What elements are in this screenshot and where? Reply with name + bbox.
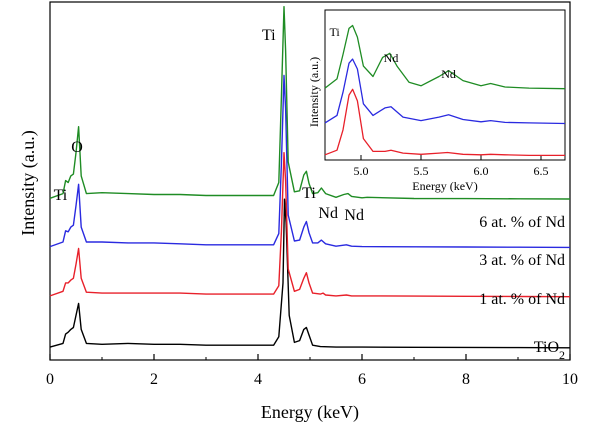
inset-peak-label: Nd [441,67,456,81]
inset-frame [324,9,566,161]
inset-peak-annotations: Ti Nd Nd [329,25,455,81]
main-series-line-1 [49,151,571,298]
main-x-tick-label: 2 [150,371,158,388]
inset-series-group [324,24,566,157]
inset-series-line-2 [324,24,566,90]
inset-series-line-1 [324,58,566,125]
inset-x-axis-title: Energy (keV) [412,179,477,193]
main-x-ticks [49,354,571,360]
main-series-line-0 [49,198,571,349]
inset-x-tick-label: 6.5 [534,164,549,178]
inset-peak-label: Nd [384,51,399,65]
main-series-line-2 [49,74,571,249]
main-x-tick-label: 10 [562,371,578,388]
main-x-axis-title: Energy (keV) [261,402,359,423]
main-series-labels: TiO2 1 at. % of Nd 3 at. % of Nd 6 at. % of… [479,214,565,362]
main-x-tick-label: 4 [254,371,262,388]
main-peak-label: Ti [302,185,316,202]
main-series-label: 3 at. % of Nd [479,252,565,269]
main-series-line-3 [49,5,571,200]
main-peak-label: Ti [54,187,68,204]
main-series-label: 6 at. % of Nd [479,214,565,231]
main-x-tick-label: 6 [358,371,366,388]
main-y-axis-title: Intensity (a.u.) [18,130,39,235]
inset-series-line-0 [324,88,565,157]
inset-x-tick-labels: 5.0 5.5 6.0 6.5 [354,164,549,178]
inset-peak-label: Ti [329,25,340,39]
main-x-tick-labels: 0 2 4 6 8 10 [46,371,578,388]
main-peak-label: Nd [344,207,364,224]
main-series-group [49,5,571,349]
main-peak-label: Nd [318,205,338,222]
main-x-tick-label: 0 [46,371,54,388]
inset-y-axis-title: Intensity (a.u.) [307,57,321,127]
main-peak-label: O [71,139,83,156]
main-series-label: 1 at. % of Nd [479,291,565,308]
inset-x-tick-label: 6.0 [474,164,489,178]
main-series-label: TiO2 [534,339,565,362]
main-peak-label: Ti [262,27,276,44]
inset-x-tick-label: 5.5 [414,164,429,178]
main-x-tick-label: 8 [462,371,470,388]
inset-x-tick-label: 5.0 [354,164,369,178]
